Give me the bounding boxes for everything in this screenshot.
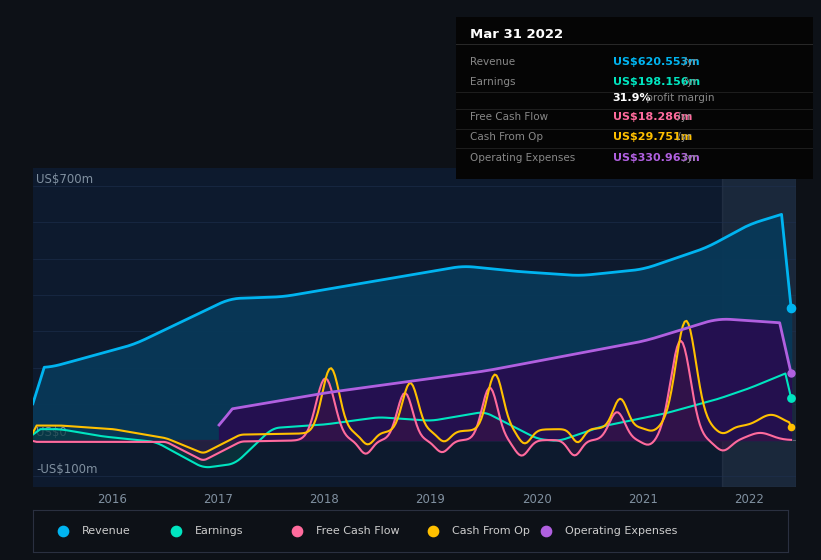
Text: Revenue: Revenue [82,526,131,535]
Bar [722,168,796,487]
Point [785,303,798,312]
Text: US$198.156m: US$198.156m [612,77,700,87]
Text: Cash From Op: Cash From Op [470,132,543,142]
Point [291,526,304,535]
Text: /yr: /yr [680,57,697,67]
Point [540,526,553,535]
Point [427,526,440,535]
Text: /yr: /yr [673,113,690,123]
Text: US$29.751m: US$29.751m [612,132,692,142]
Text: 31.9%: 31.9% [612,93,651,103]
Text: Cash From Op: Cash From Op [452,526,530,535]
Text: US$0: US$0 [36,426,67,440]
Text: -US$100m: -US$100m [36,463,98,477]
Text: Operating Expenses: Operating Expenses [566,526,677,535]
Text: Mar 31 2022: Mar 31 2022 [470,28,563,41]
Text: Earnings: Earnings [470,77,516,87]
Text: US$18.286m: US$18.286m [612,113,692,123]
Text: Earnings: Earnings [195,526,244,535]
Point [785,393,798,402]
Text: /yr: /yr [673,132,690,142]
Text: Free Cash Flow: Free Cash Flow [316,526,400,535]
Text: /yr: /yr [680,77,697,87]
Point [57,526,70,535]
Bar [722,168,796,487]
Text: Free Cash Flow: Free Cash Flow [470,113,548,123]
Text: Revenue: Revenue [470,57,515,67]
Point [785,423,798,432]
Text: Operating Expenses: Operating Expenses [470,153,576,163]
Text: US$620.553m: US$620.553m [612,57,699,67]
Point [785,369,798,378]
Point [170,526,183,535]
Text: profit margin: profit margin [643,93,714,103]
Text: /yr: /yr [680,153,697,163]
Text: US$330.963m: US$330.963m [612,153,699,163]
Text: US$700m: US$700m [36,173,93,186]
